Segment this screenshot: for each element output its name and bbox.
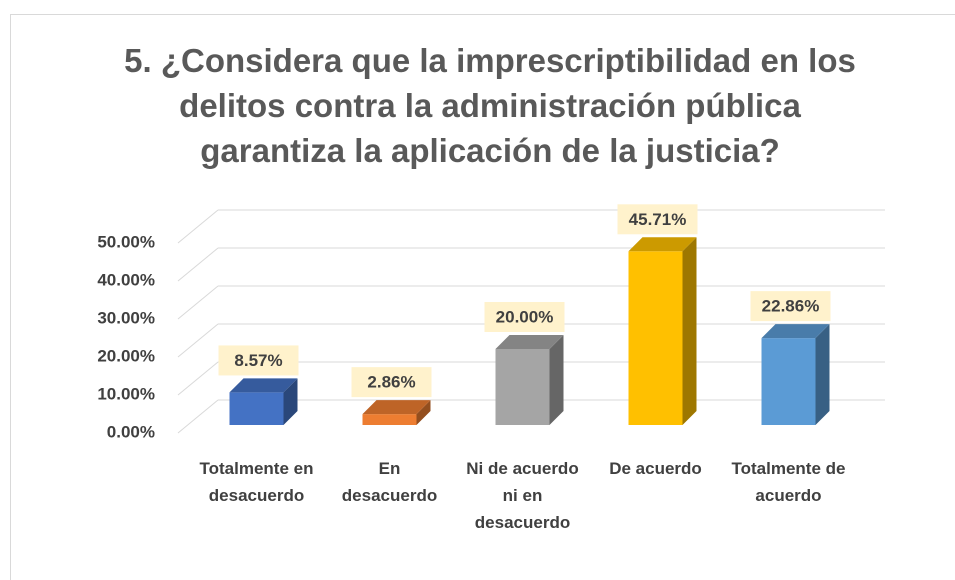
bar-top xyxy=(229,378,298,393)
value-label-box xyxy=(617,204,698,235)
bar xyxy=(495,335,564,425)
grid-line xyxy=(177,209,219,244)
bar-front xyxy=(362,414,417,425)
value-label-box xyxy=(750,291,831,322)
y-tick-label: 30.00% xyxy=(97,308,155,327)
grid-line xyxy=(177,361,219,396)
x-tick-label: En desacuerdo xyxy=(341,459,438,505)
bar-side xyxy=(416,400,431,425)
value-label-box xyxy=(484,302,565,332)
value-label-box xyxy=(351,367,432,398)
x-tick-label: Ni de acuerdo ni en desacuerdo xyxy=(466,459,579,532)
bar-top xyxy=(628,237,697,252)
value-label: 2.86% xyxy=(367,373,415,392)
bar xyxy=(229,378,298,425)
y-tick-label: 50.00% xyxy=(97,232,155,251)
bar-top xyxy=(761,324,830,339)
bar-front xyxy=(495,349,550,425)
value-label: 22.86% xyxy=(762,297,820,316)
y-tick-label: 20.00% xyxy=(97,346,155,365)
y-tick-label: 40.00% xyxy=(97,270,155,289)
grid-line xyxy=(177,247,219,282)
bar-side xyxy=(815,324,830,425)
bar-front xyxy=(628,251,683,425)
grid-line xyxy=(177,285,219,320)
value-label: 8.57% xyxy=(234,351,282,370)
bar-top xyxy=(495,335,564,349)
bar-top xyxy=(362,400,431,415)
y-tick-label: 10.00% xyxy=(97,384,155,403)
grid-line xyxy=(177,399,219,434)
y-tick-label: 0.00% xyxy=(107,422,155,441)
value-label: 20.00% xyxy=(496,307,554,326)
x-tick-label: Totalmente de acuerdo xyxy=(731,459,846,505)
value-label-box xyxy=(218,345,299,376)
value-label: 45.71% xyxy=(629,210,687,229)
bar-side xyxy=(283,378,298,425)
x-tick-label: Totalmente en desacuerdo xyxy=(199,459,314,505)
chart-border xyxy=(10,14,955,580)
bar xyxy=(362,400,431,425)
bar xyxy=(628,237,697,425)
bar-side xyxy=(549,335,564,425)
bar-front xyxy=(761,338,816,425)
bar-front xyxy=(229,392,284,425)
chart-title: 5. ¿Considera que la imprescriptibilidad… xyxy=(124,42,856,169)
grid-line xyxy=(177,323,219,358)
bar xyxy=(761,324,830,425)
x-tick-label: De acuerdo xyxy=(609,459,702,478)
bar-side xyxy=(682,237,697,425)
